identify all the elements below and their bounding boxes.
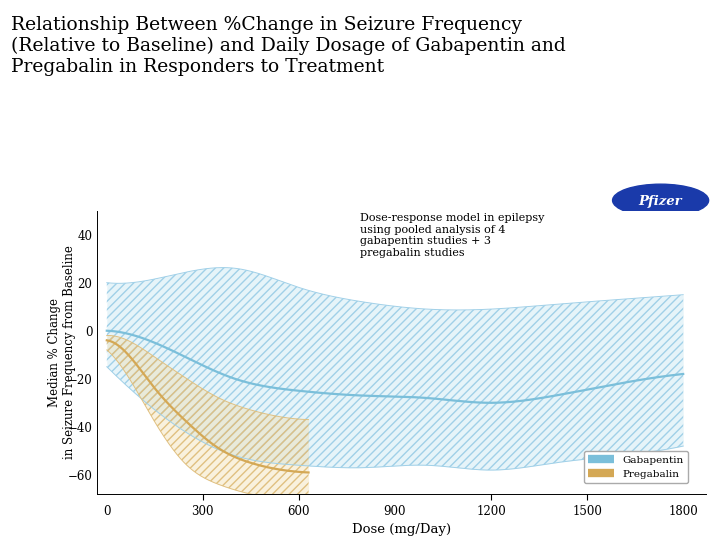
Legend: Gabapentin, Pregabalin: Gabapentin, Pregabalin [584, 451, 688, 483]
Text: Dose-response model in epilepsy
using pooled analysis of 4
gabapentin studies + : Dose-response model in epilepsy using po… [360, 213, 544, 258]
Y-axis label: Median % Change
in Seizure Frequency from Baseline: Median % Change in Seizure Frequency fro… [48, 245, 76, 460]
Text: Pfizer: Pfizer [639, 194, 683, 207]
Ellipse shape [613, 184, 708, 217]
X-axis label: Dose (mg/Day): Dose (mg/Day) [352, 523, 451, 536]
Text: Relationship Between %Change in Seizure Frequency
(Relative to Baseline) and Dai: Relationship Between %Change in Seizure … [11, 16, 565, 76]
